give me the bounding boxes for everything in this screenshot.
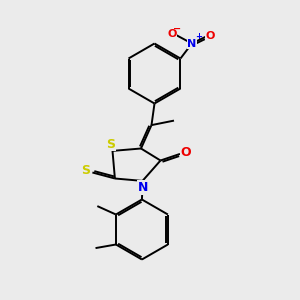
Text: −: − (173, 23, 181, 34)
Text: S: S (106, 138, 116, 151)
Text: N: N (138, 181, 148, 194)
Text: N: N (187, 38, 196, 49)
Text: O: O (205, 31, 214, 41)
Text: O: O (181, 146, 191, 159)
Text: O: O (167, 29, 176, 39)
Text: S: S (81, 164, 90, 177)
Text: +: + (195, 32, 202, 41)
